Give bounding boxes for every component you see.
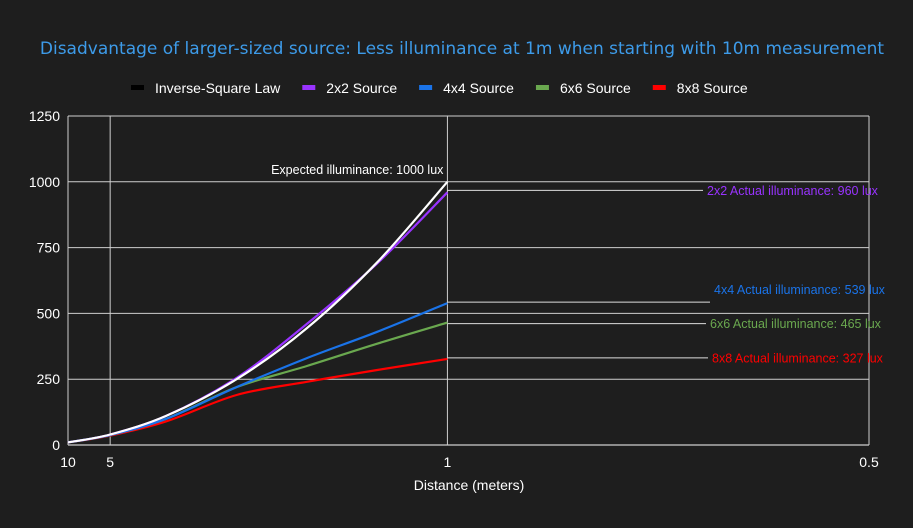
grid bbox=[67, 115, 870, 446]
x-tick-label: 5 bbox=[106, 454, 114, 470]
legend-label-2x2-source: 2x2 Source bbox=[326, 80, 397, 96]
x-tick-label: 0.5 bbox=[859, 454, 879, 470]
annotation-expected: Expected illuminance: 1000 lux bbox=[271, 163, 444, 177]
legend-swatch-2x2-source bbox=[302, 85, 316, 90]
tick-labels: 0 250 500 750 1000 1250 10 5 1 0.5 bbox=[29, 108, 879, 470]
series-line-6x6-source bbox=[67, 321, 448, 444]
y-tick-label: 1000 bbox=[29, 174, 60, 190]
legend-swatch-inverse-square-law bbox=[131, 85, 144, 90]
legend-label-inverse-square-law: Inverse-Square Law bbox=[155, 80, 281, 96]
y-tick-label: 500 bbox=[37, 305, 61, 321]
legend-label-6x6-source: 6x6 Source bbox=[560, 80, 631, 96]
y-tick-label: 250 bbox=[37, 371, 61, 387]
legend-label-4x4-source: 4x4 Source bbox=[443, 80, 514, 96]
legend-swatch-4x4-source bbox=[419, 85, 433, 90]
legend-swatch-6x6-source bbox=[535, 85, 549, 90]
x-axis-label: Distance (meters) bbox=[414, 477, 524, 493]
x-tick-label: 1 bbox=[444, 454, 452, 470]
y-tick-label: 0 bbox=[52, 437, 60, 453]
series-line-4x4-source bbox=[67, 302, 448, 444]
legend-swatch-8x8-source bbox=[652, 85, 666, 90]
chart-title: Disadvantage of larger-sized source: Les… bbox=[40, 39, 885, 59]
annotation-6x6: 6x6 Actual illuminance: 465 lux bbox=[710, 317, 882, 331]
annotations: Expected illuminance: 1000 lux 2x2 Actual… bbox=[271, 163, 886, 366]
legend-label-8x8-source: 8x8 Source bbox=[677, 80, 748, 96]
annotation-4x4: 4x4 Actual illuminance: 539 lux bbox=[714, 283, 886, 297]
annotation-2x2: 2x2 Actual illuminance: 960 lux bbox=[707, 184, 879, 198]
series-lines bbox=[67, 181, 449, 444]
series-line-2x2-source bbox=[67, 191, 449, 444]
x-tick-label: 10 bbox=[60, 454, 76, 470]
series-line-inverse-square-law bbox=[67, 181, 449, 444]
y-tick-label: 1250 bbox=[29, 108, 60, 124]
annotation-8x8: 8x8 Actual illuminance: 327 lux bbox=[712, 351, 884, 365]
y-tick-label: 750 bbox=[37, 240, 61, 256]
legend: Inverse-Square Law 2x2 Source 4x4 Source 6x… bbox=[131, 80, 748, 96]
